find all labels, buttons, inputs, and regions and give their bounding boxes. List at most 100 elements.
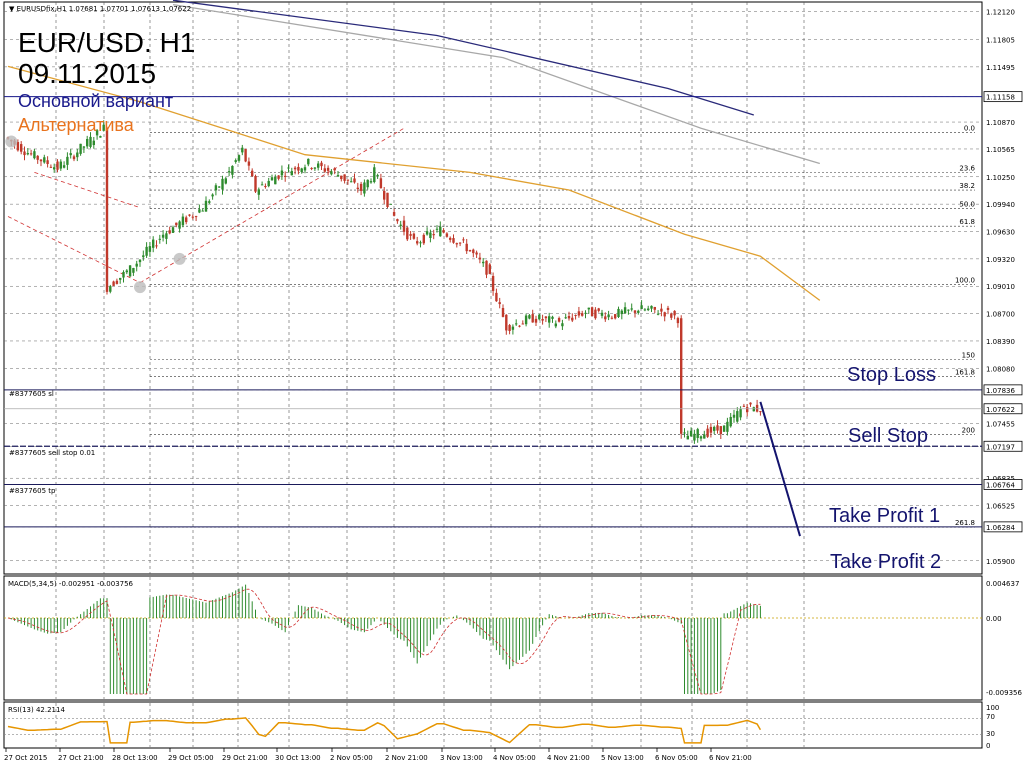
chart-title: EUR/USD. H1 — [18, 27, 195, 58]
price-tick: 1.08080 — [986, 365, 1015, 373]
price-tick: 1.10250 — [986, 174, 1015, 182]
candle-body — [181, 216, 185, 226]
candle-body — [719, 426, 722, 435]
candle-body — [287, 167, 290, 169]
rsi-tick-100: 100 — [986, 704, 999, 712]
candle-body — [620, 310, 623, 315]
candle-body — [26, 153, 29, 155]
candle-body — [442, 230, 445, 233]
candle-body — [267, 180, 270, 187]
candle-body — [511, 326, 515, 330]
candle-body — [247, 161, 251, 166]
candle-body — [300, 168, 303, 173]
candle-body — [650, 305, 653, 309]
candle-body — [290, 171, 293, 176]
macd-tick-low: -0.009356 — [986, 689, 1022, 697]
candle-body — [680, 318, 683, 434]
price-tick: 1.11495 — [986, 64, 1015, 72]
candle-body — [406, 227, 409, 240]
candle-body — [676, 318, 680, 324]
candle-body — [109, 286, 112, 292]
candle-body — [726, 421, 729, 432]
candle-body — [683, 432, 686, 434]
candle-body — [122, 271, 125, 278]
pivot-marker — [134, 281, 146, 294]
candle-body — [171, 227, 175, 233]
candle-body — [56, 161, 59, 170]
moving-average-line — [7, 65, 821, 301]
tp-order-label[interactable]: #8377605 tp — [9, 487, 56, 495]
candle-body — [373, 167, 376, 183]
time-label: 5 Nov 13:00 — [601, 754, 644, 762]
candle-body — [310, 167, 313, 169]
sell-stop-order-label[interactable]: #8377605 sell stop 0.01 — [9, 449, 95, 457]
candle-body — [185, 217, 188, 223]
price-tag-box — [983, 521, 1023, 533]
candle-body — [175, 222, 178, 226]
candle-body — [696, 429, 699, 438]
sl-order-label[interactable]: #8377605 sl — [9, 390, 54, 398]
candle-body — [138, 259, 142, 263]
candle-body — [505, 314, 508, 331]
candle-body — [515, 323, 518, 325]
candle-body — [439, 226, 442, 237]
candle-body — [739, 409, 742, 418]
candle-body — [577, 311, 581, 316]
candle-body — [251, 170, 254, 177]
candle-body — [320, 162, 323, 167]
time-label: 4 Nov 05:00 — [493, 754, 536, 762]
candle-body — [333, 168, 336, 171]
candle-body — [567, 316, 571, 319]
price-tag-box — [983, 384, 1023, 396]
candle-body — [452, 238, 455, 243]
candle-body — [363, 182, 366, 194]
macd-label: MACD(5,34,5) -0.002951 -0.003756 — [8, 580, 134, 588]
candle-body — [356, 187, 359, 190]
candle-body — [330, 171, 333, 175]
candle-body — [706, 428, 709, 437]
candle-body — [564, 317, 567, 319]
take-profit-2-annotation: Take Profit 2 — [830, 551, 941, 573]
candle-body — [280, 170, 284, 176]
candle-body — [495, 292, 498, 302]
candle-body — [165, 233, 168, 239]
order-lines[interactable] — [4, 96, 982, 537]
candle-body — [49, 166, 53, 168]
candle-body — [759, 411, 762, 413]
candle-body — [703, 434, 706, 439]
candle-body — [142, 255, 145, 258]
candle-body — [277, 175, 280, 179]
fib-label: 61.8 — [959, 218, 975, 226]
fib-label: 50.0 — [959, 201, 975, 209]
price-tick: 1.09010 — [986, 283, 1015, 291]
candle-body — [191, 216, 194, 218]
candle-body — [376, 174, 379, 176]
chart-date: 09.11.2015 — [18, 58, 156, 89]
candle-body — [574, 314, 577, 316]
time-label: 28 Oct 13:00 — [112, 754, 158, 762]
candle-body — [379, 178, 383, 189]
price-tag-box — [983, 440, 1023, 452]
candle-body — [53, 167, 56, 170]
candle-body — [722, 425, 726, 432]
time-label: 29 Oct 21:00 — [222, 754, 268, 762]
price-tag-box — [983, 479, 1023, 490]
candle-body — [204, 200, 208, 212]
candle-body — [548, 316, 551, 323]
candle-body — [155, 245, 158, 247]
candle-body — [670, 313, 673, 318]
candle-body — [604, 316, 607, 320]
price-tick: 1.09940 — [986, 201, 1015, 209]
candle-body — [590, 307, 594, 317]
main-variant-label: Основной вариант — [18, 91, 173, 111]
price-tick: 1.07622 — [986, 406, 1015, 414]
candle-body — [587, 307, 590, 310]
candle-body — [260, 184, 264, 186]
alternative-label: Альтернатива — [18, 115, 135, 135]
candle-body — [227, 171, 231, 173]
candle-body — [350, 181, 353, 183]
candle-body — [416, 241, 419, 244]
candle-body — [663, 312, 666, 317]
candle-body — [43, 157, 46, 163]
